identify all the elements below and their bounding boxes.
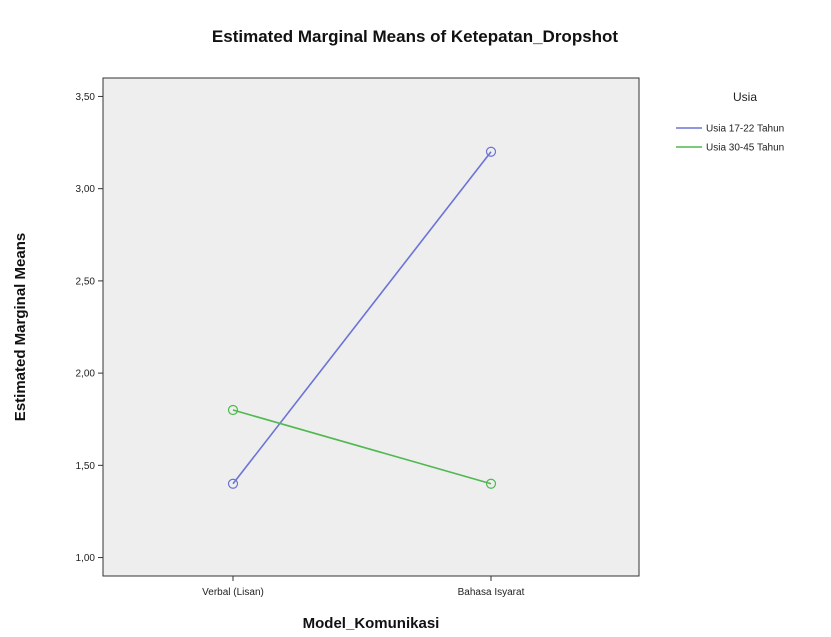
y-axis-title: Estimated Marginal Means xyxy=(12,233,29,421)
y-axis: 1,00 1,50 2,00 2,50 3,00 3,50 xyxy=(76,92,103,564)
x-axis: Verbal (Lisan) Bahasa Isyarat xyxy=(202,576,525,598)
legend-title: Usia xyxy=(733,90,757,104)
series-point xyxy=(485,146,497,157)
legend-label: Usia 17-22 Tahun xyxy=(706,124,784,135)
x-tick-label: Bahasa Isyarat xyxy=(458,587,525,598)
y-tick-label: 3,00 xyxy=(76,184,96,195)
series-layer xyxy=(227,146,497,489)
x-axis-title: Model_Komunikasi xyxy=(303,615,440,632)
plot-area xyxy=(102,77,640,577)
x-tick-label: Verbal (Lisan) xyxy=(202,587,264,598)
y-tick-label: 1,50 xyxy=(76,461,96,472)
series-line xyxy=(232,409,492,485)
series-point xyxy=(485,478,497,489)
series-point xyxy=(227,404,239,416)
y-tick-label: 1,00 xyxy=(76,553,96,564)
legend-label: Usia 30-45 Tahun xyxy=(706,143,784,154)
series-point xyxy=(227,478,239,489)
y-tick-label: 3,50 xyxy=(76,92,96,103)
legend: Usia Usia 17-22 Tahun Usia 30-45 Tahun xyxy=(676,90,784,154)
series-line xyxy=(232,151,492,485)
chart-title: Estimated Marginal Means of Ketepatan_Dr… xyxy=(212,27,619,46)
y-tick-label: 2,50 xyxy=(76,276,96,287)
y-tick-label: 2,00 xyxy=(76,369,96,380)
